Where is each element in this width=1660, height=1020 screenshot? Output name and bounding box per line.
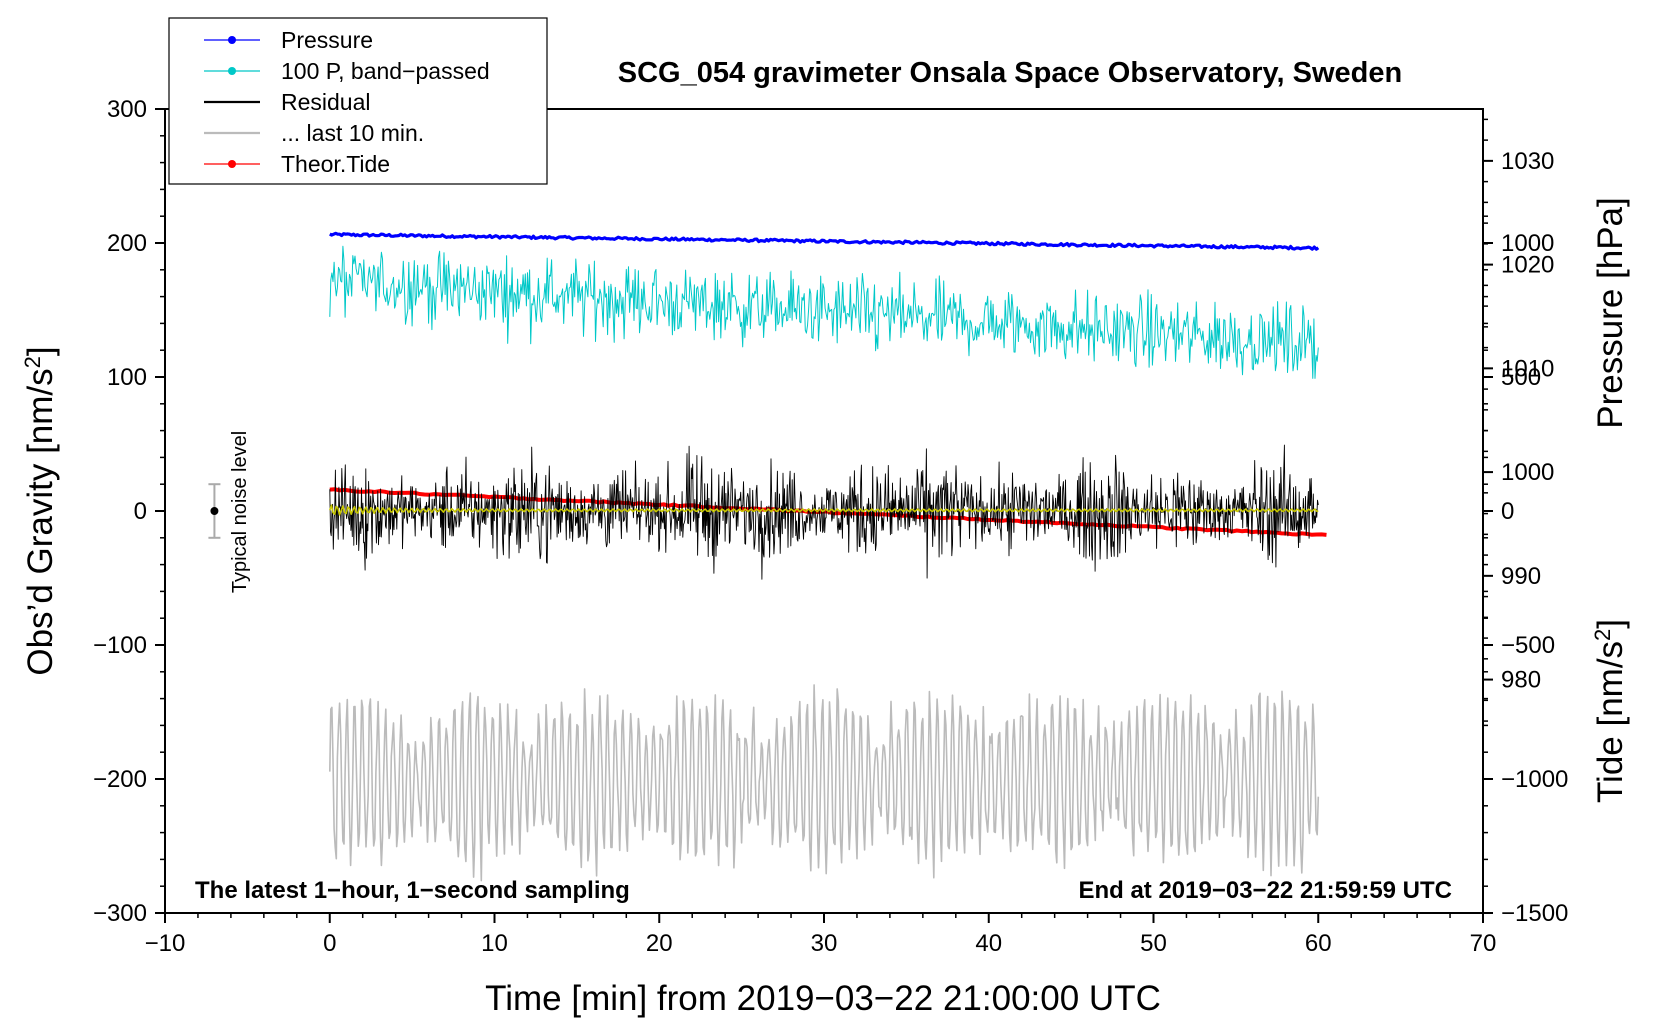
series-last-10-min bbox=[329, 684, 1320, 882]
y-axis-pressure-ticks: 1030 1020 1010 1000 990 980 bbox=[1483, 118, 1554, 722]
x-tick-label: 40 bbox=[975, 930, 1002, 957]
end-time-annotation: End at 2019−03−22 21:59:59 UTC bbox=[1078, 877, 1452, 904]
y-main-tick-label: −200 bbox=[93, 766, 147, 793]
y-axis-pressure-label: Pressure [hPa] bbox=[1591, 197, 1630, 429]
x-tick-label: −10 bbox=[145, 930, 186, 957]
legend-label: ... last 10 min. bbox=[281, 120, 424, 146]
y-main-tick-label: 100 bbox=[107, 364, 147, 391]
legend: Pressure 100 P, band−passed Residual ... la… bbox=[168, 17, 548, 185]
series-layer bbox=[329, 231, 1327, 882]
y-pressure-tick-label: 1020 bbox=[1501, 252, 1554, 279]
y-tide-tick-label: 500 bbox=[1501, 364, 1541, 391]
y-tide-tick-label: 0 bbox=[1501, 498, 1514, 525]
x-tick-label: 60 bbox=[1305, 930, 1332, 957]
y-pressure-tick-label: 1030 bbox=[1501, 148, 1554, 175]
legend-marker bbox=[228, 67, 236, 75]
sampling-annotation: The latest 1−hour, 1−second sampling bbox=[195, 877, 630, 904]
x-tick-label: 70 bbox=[1470, 930, 1497, 957]
y-axis-main-label: Obs’d Gravity [nm/s2] bbox=[20, 346, 61, 675]
x-tick-label: 10 bbox=[481, 930, 508, 957]
legend-label: 100 P, band−passed bbox=[281, 58, 490, 84]
y-axis-main-ticks: 300 200 100 0 −100 −200 −300 bbox=[93, 96, 165, 927]
y-axis-tide-ticks: 1000 500 0 −500 −1000 −1500 bbox=[1483, 215, 1568, 927]
y-pressure-tick-label: 1010 bbox=[1501, 355, 1554, 382]
y-tide-tick-label: −500 bbox=[1501, 632, 1555, 659]
y-main-tick-label: 0 bbox=[134, 498, 147, 525]
y-axis-tide-label: Tide [nm/s2] bbox=[1590, 619, 1631, 803]
series-residual-smoothed bbox=[329, 504, 1319, 516]
y-tide-tick-label: −1500 bbox=[1501, 900, 1568, 927]
noise-level-label: Typical noise level bbox=[229, 431, 251, 593]
x-tick-label: 30 bbox=[811, 930, 838, 957]
legend-label: Pressure bbox=[281, 27, 373, 53]
noise-level-indicator bbox=[208, 483, 221, 539]
y-main-tick-label: 200 bbox=[107, 230, 147, 257]
legend-marker bbox=[228, 160, 236, 168]
x-tick-label: 20 bbox=[646, 930, 673, 957]
y-pressure-tick-label: 980 bbox=[1501, 667, 1541, 694]
series-pressure bbox=[329, 231, 1320, 251]
x-axis-label: Time [min] from 2019−03−22 21:00:00 UTC bbox=[485, 979, 1161, 1018]
y-main-tick-label: −300 bbox=[93, 900, 147, 927]
y-main-tick-label: −100 bbox=[93, 632, 147, 659]
y-tide-tick-label: 1000 bbox=[1501, 230, 1554, 257]
legend-marker bbox=[228, 36, 236, 44]
y-pressure-tick-label: 990 bbox=[1501, 563, 1541, 590]
x-axis-ticks: −10 0 10 20 30 40 50 60 70 bbox=[145, 913, 1497, 957]
legend-label: Residual bbox=[281, 89, 371, 115]
noise-bar-dot bbox=[210, 507, 219, 515]
chart-title: SCG_054 gravimeter Onsala Space Observat… bbox=[618, 57, 1402, 89]
x-tick-label: 50 bbox=[1140, 930, 1167, 957]
y-tide-tick-label: −1000 bbox=[1501, 766, 1568, 793]
x-tick-label: 0 bbox=[323, 930, 336, 957]
series-100-p-band-passed bbox=[329, 245, 1319, 379]
y-main-tick-label: 300 bbox=[107, 96, 147, 123]
y-pressure-tick-label: 1000 bbox=[1501, 459, 1554, 486]
legend-label: Theor.Tide bbox=[281, 151, 390, 177]
